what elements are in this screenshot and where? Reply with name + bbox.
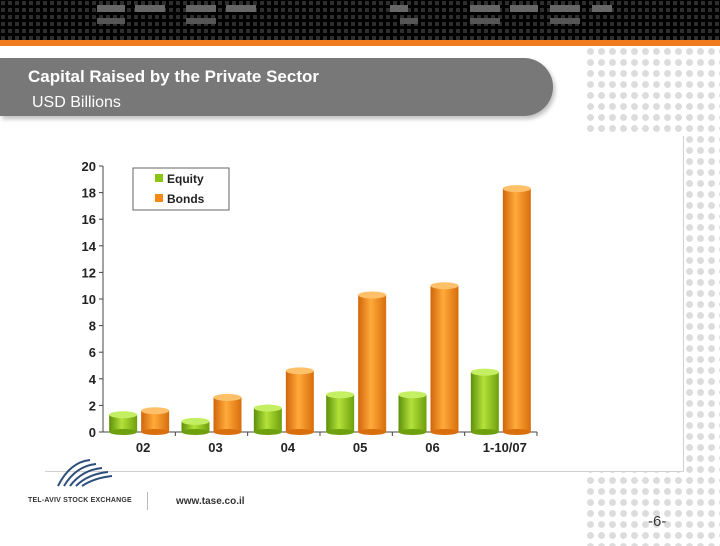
y-tick-label: 20 [82,159,96,174]
bar-bonds-body [502,188,531,432]
bar-equity-04 [253,404,282,435]
bar-bonds-body [141,410,170,432]
bar-equity-base [398,429,427,435]
bar-equity-body [470,372,499,432]
title-banner [0,58,553,116]
legend-label-equity: Equity [167,172,204,186]
y-tick-label: 16 [82,212,96,227]
x-tick-label: 06 [425,440,439,455]
bar-bonds-body [213,397,242,432]
legend-swatch-bonds [155,194,163,202]
bar-equity-body [326,394,355,432]
bar-bonds-base [502,429,531,435]
exchange-logo [50,452,120,494]
y-tick-label: 10 [82,292,96,307]
bar-bonds-base [213,429,242,435]
legend-swatch-equity [155,174,163,182]
bar-bonds-base [141,429,170,435]
bar-bonds-cap [502,185,531,193]
bar-bonds-06 [430,282,459,435]
y-tick-label: 8 [89,319,96,334]
bar-equity-body [398,394,427,432]
bar-equity-base [181,429,210,435]
website-link[interactable]: www.tase.co.il [176,496,245,507]
bar-bonds-02 [141,407,170,435]
y-tick-label: 2 [89,398,96,413]
x-tick-label: 1-10/07 [483,440,527,455]
x-tick-label: 02 [136,440,150,455]
bar-equity-body [109,414,138,432]
y-tick-label: 4 [89,372,97,387]
bar-equity-base [326,429,355,435]
bar-equity-cap [398,391,427,399]
bar-equity-1-10/07 [470,368,499,435]
bar-equity-cap [181,417,210,425]
legend-label-bonds: Bonds [167,192,205,206]
bar-bonds-base [285,429,314,435]
bar-equity-base [470,429,499,435]
chart-panel: 0 2 4 6 8 10 12 14 16 18 20 02 03 04 05 06 1-10/07 Equit… [45,136,684,472]
bar-bonds-body [430,285,459,432]
bar-equity-body [181,421,210,432]
y-tick-label: 14 [82,239,97,254]
bar-equity-06 [398,391,427,435]
x-tick-label: 04 [281,440,296,455]
bar-equity-base [253,429,282,435]
bar-bonds-cap [141,407,170,415]
logo-text: TEL-AVIV STOCK EXCHANGE [28,497,132,504]
x-tick-label: 05 [353,440,367,455]
bar-bonds-cap [213,393,242,401]
page-number: -6- [648,513,667,530]
logo-waves-icon [57,459,113,487]
bar-equity-cap [470,368,499,376]
bar-equity-02 [109,411,138,435]
y-tick-label: 18 [82,186,96,201]
bar-bonds-cap [285,367,314,375]
slide-title: Capital Raised by the Private Sector [28,67,319,86]
accent-stripe [0,40,720,46]
y-tick-label: 6 [89,345,96,360]
bar-equity-cap [326,391,355,399]
bar-equity-03 [181,417,210,435]
bar-bonds-1-10/07 [502,185,531,435]
slide-subtitle: USD Billions [32,94,121,111]
footer-divider [147,492,148,510]
bar-bonds-cap [358,291,387,299]
chart-legend: Equity Bonds [132,167,230,211]
bar-bonds-03 [213,393,242,435]
bar-equity-base [109,429,138,435]
x-tick-label: 03 [208,440,222,455]
led-pattern-decoration [0,0,720,40]
bar-bonds-05 [358,291,387,435]
bar-bonds-base [358,429,387,435]
bar-bonds-04 [285,367,314,435]
bar-equity-cap [253,404,282,412]
bar-bonds-body [285,370,314,432]
bar-bonds-cap [430,282,459,290]
y-tick-label: 0 [89,425,96,440]
bar-bonds-body [358,295,387,432]
bar-bonds-base [430,429,459,435]
top-banner [0,0,720,40]
y-tick-label: 12 [82,265,96,280]
chart-bars [109,185,531,435]
bar-equity-body [253,408,282,432]
legend-box [132,167,230,211]
bar-equity-cap [109,411,138,419]
bar-equity-05 [326,391,355,435]
